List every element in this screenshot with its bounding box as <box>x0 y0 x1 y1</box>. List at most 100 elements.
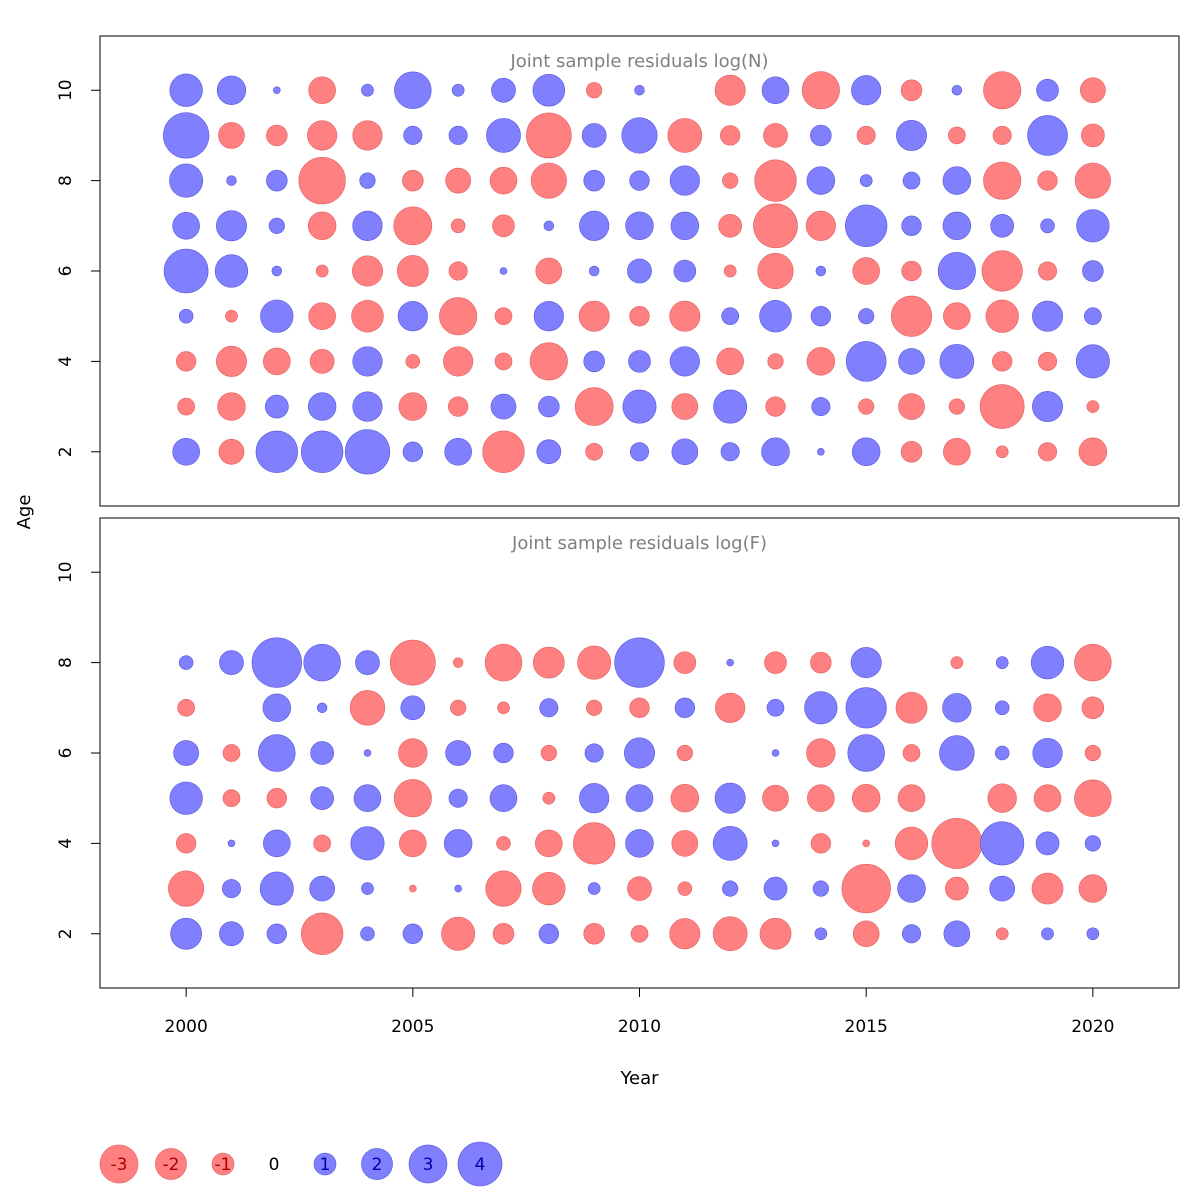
bubble-logN-y2004-a8 <box>359 172 376 189</box>
bubble-logN-y2014-a8 <box>806 166 836 195</box>
plot-title-logF: Joint sample residuals log(F) <box>511 533 767 554</box>
bubble-logN-y2001-a10 <box>216 75 247 105</box>
bubble-logN-y2016-a7 <box>901 215 922 236</box>
bubble-logF-y2018-a6 <box>994 745 1010 761</box>
legend-bubble--2 <box>155 1148 187 1180</box>
bubble-logF-y2008-a6 <box>540 744 557 762</box>
bubble-logN-y2018-a5 <box>985 299 1019 333</box>
bubble-logF-y2019-a2 <box>1041 927 1054 941</box>
bubble-logN-y2015-a5 <box>858 308 875 325</box>
bubble-logF-y2013-a8 <box>764 651 787 674</box>
bubble-logN-y2003-a4 <box>309 349 335 374</box>
bubble-logN-y2009-a9 <box>581 123 607 148</box>
bubble-logN-y2005-a10 <box>394 71 432 109</box>
bubble-logF-y2008-a3 <box>532 871 566 906</box>
bubble-logF-y2020-a4 <box>1084 835 1101 852</box>
bubble-logF-y2014-a7 <box>804 691 838 725</box>
bubble-logN-y2008-a5 <box>533 301 564 332</box>
bubble-logF-y2003-a8 <box>303 643 341 682</box>
bubble-logF-y2006-a4 <box>443 829 473 858</box>
bubble-logN-y2011-a9 <box>667 118 703 153</box>
y-axis-title: Age <box>14 495 35 530</box>
bubble-logN-y2014-a7 <box>805 210 836 241</box>
bubble-logN-y2013-a6 <box>757 252 794 290</box>
legend-bubble-2 <box>361 1148 393 1180</box>
bubble-logN-y2014-a9 <box>810 124 832 147</box>
bubble-logF-y2001-a2 <box>219 921 244 947</box>
bubble-logN-y2011-a8 <box>669 165 700 196</box>
bubble-logF-y2006-a7 <box>450 699 467 716</box>
bubble-logN-y2014-a6 <box>815 265 827 277</box>
bubble-logN-y2016-a8 <box>902 171 921 190</box>
bubble-logN-y2011-a3 <box>671 393 699 420</box>
bubble-logN-y2000-a6 <box>163 248 209 294</box>
bubble-logN-y2016-a5 <box>890 295 933 337</box>
bubble-logN-y2015-a8 <box>859 174 873 187</box>
bubble-logN-y2007-a10 <box>491 77 516 103</box>
bubble-logN-y2002-a3 <box>264 394 289 419</box>
bubble-logF-y2017-a8 <box>950 656 964 669</box>
bubble-logF-y2009-a7 <box>586 699 603 716</box>
bubble-logN-y2005-a7 <box>393 206 433 246</box>
bubble-logF-y2020-a7 <box>1081 696 1105 720</box>
bubble-logN-y2014-a3 <box>811 397 831 417</box>
bubble-logN-y2004-a6 <box>352 255 383 287</box>
x-tick-label-2000: 2000 <box>165 1017 208 1037</box>
bubble-logN-y2006-a6 <box>448 261 468 281</box>
bubble-logN-y2020-a2 <box>1078 437 1108 466</box>
bubble-logF-y2017-a7 <box>942 693 972 723</box>
bubble-logF-y2013-a6 <box>771 749 780 757</box>
bubble-logN-y2008-a6 <box>535 257 563 285</box>
bubble-logF-y2004-a7 <box>349 690 386 726</box>
bubble-logN-y2004-a5 <box>351 299 384 333</box>
bubble-logN-y2017-a5 <box>943 302 971 330</box>
bubble-logF-y2018-a7 <box>994 700 1010 716</box>
bubble-logF-y2014-a2 <box>814 927 828 941</box>
bubble-logF-y2020-a6 <box>1084 744 1101 762</box>
bubble-logN-y2016-a4 <box>898 348 925 375</box>
bubble-logN-y2000-a8 <box>169 163 204 198</box>
bubble-logF-y2011-a5 <box>670 783 700 813</box>
bubble-logF-y2018-a2 <box>995 927 1009 941</box>
bubble-logN-y2000-a2 <box>172 437 200 466</box>
bubble-logN-y2018-a8 <box>983 161 1022 200</box>
bubble-logN-y2003-a6 <box>315 264 329 278</box>
bubble-logN-y2015-a6 <box>852 257 880 285</box>
bubble-logN-y2006-a7 <box>450 218 466 234</box>
bubble-logF-y2001-a6 <box>222 744 241 762</box>
bubble-logF-y2019-a3 <box>1031 872 1064 905</box>
bubble-logF-y2009-a4 <box>572 822 616 865</box>
panel-logF: Joint sample residuals log(F) 2 4 6 8 10 <box>56 517 1180 989</box>
bubble-logN-y2016-a10 <box>900 79 923 101</box>
bubble-logF-y2008-a5 <box>542 791 556 805</box>
bubble-logN-y2015-a3 <box>858 398 875 415</box>
bubble-logN-y2013-a9 <box>763 123 788 148</box>
bubble-logF-y2003-a2 <box>300 912 344 955</box>
legend-label--1: -1 <box>215 1155 232 1175</box>
y-tick-label-logN-2: 2 <box>56 446 76 457</box>
bubble-logF-y2006-a6 <box>445 740 471 766</box>
bubble-logF-y2007-a3 <box>485 870 522 907</box>
bubble-logF-y2017-a2 <box>943 920 971 948</box>
bubble-logN-y2005-a3 <box>398 392 428 421</box>
bubble-logN-y2015-a4 <box>845 341 887 382</box>
bubble-logF-y2011-a7 <box>674 697 695 718</box>
bubble-logF-y2006-a5 <box>448 788 468 808</box>
bubble-logF-y2010-a8 <box>614 637 665 688</box>
bubble-logF-y2013-a4 <box>771 839 780 848</box>
bubble-logN-y2007-a4 <box>494 352 513 371</box>
bubble-logF-y2005-a5 <box>393 779 432 818</box>
bubble-logN-y2010-a4 <box>628 350 651 373</box>
y-tick-label-logN-4: 4 <box>56 356 76 367</box>
bubble-logN-y2005-a2 <box>402 441 423 462</box>
y-tick-label-logF-10: 10 <box>56 561 76 583</box>
bubble-logN-y2009-a8 <box>583 169 605 192</box>
bubble-logF-y2005-a6 <box>398 738 428 768</box>
bubble-logN-y2017-a6 <box>937 251 976 291</box>
bubble-logN-y2011-a4 <box>669 346 700 377</box>
y-tick-label-logN-10: 10 <box>56 79 76 101</box>
bubble-logN-y2001-a7 <box>216 210 247 242</box>
legend-label-0: 0 <box>269 1155 280 1175</box>
y-tick-label-logF-4: 4 <box>56 838 76 849</box>
bubble-logN-y2018-a4 <box>992 351 1013 372</box>
